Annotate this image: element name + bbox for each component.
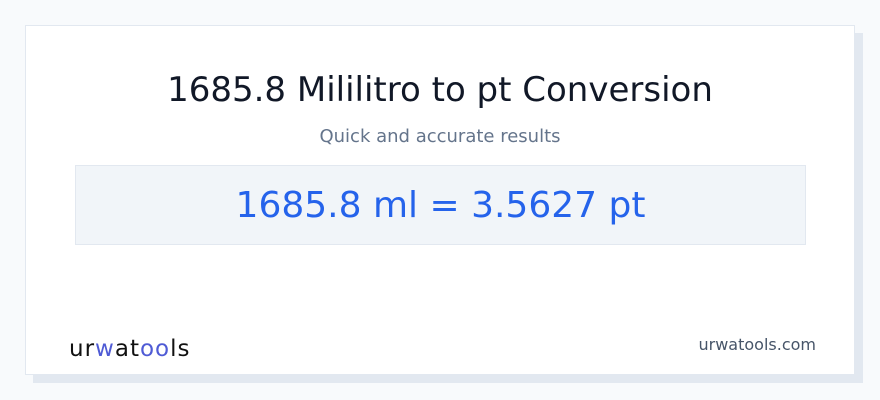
urwatools-logo: urwatools: [69, 336, 191, 362]
conversion-result: 1685.8 ml = 3.5627 pt: [75, 165, 806, 245]
subtitle: Quick and accurate results: [319, 126, 561, 147]
conversion-card: 1685.8 Mililitro to pt Conversion Quick …: [25, 25, 855, 375]
page-title: 1685.8 Mililitro to pt Conversion: [167, 70, 713, 110]
site-url: urwatools.com: [698, 335, 817, 354]
